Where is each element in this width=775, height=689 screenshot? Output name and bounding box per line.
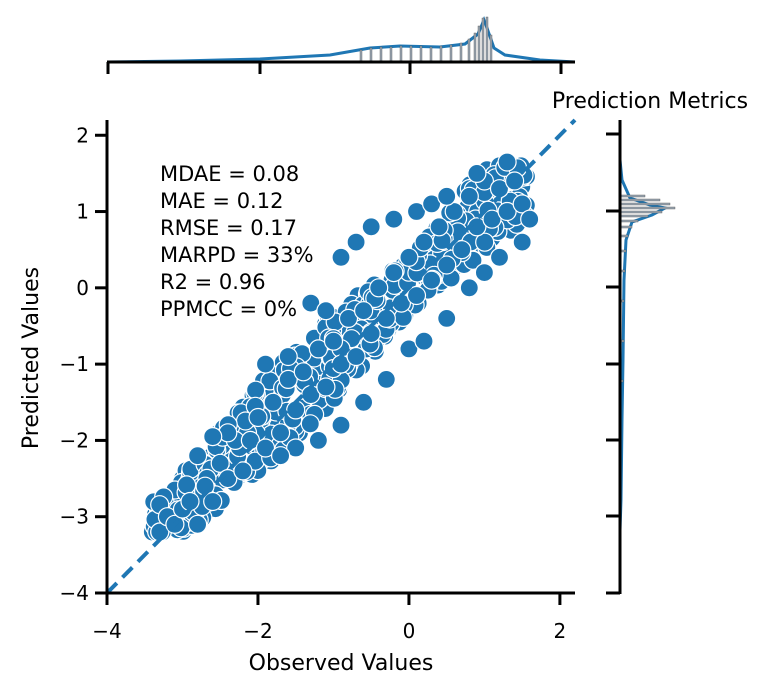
x-ticks: −4 −2 0 2 <box>92 593 566 643</box>
main-plot: −4 −2 0 2 −4 −3 −2 −1 0 1 2 Observed Values Predi… <box>19 89 748 676</box>
scatter-point <box>520 209 540 229</box>
scatter-point <box>399 247 419 267</box>
scatter-point <box>406 201 427 222</box>
scatter-point <box>255 438 276 458</box>
scatter-point <box>188 446 208 466</box>
scatter-point <box>406 285 427 306</box>
scatter-point <box>475 232 495 252</box>
scatter-point <box>437 186 457 206</box>
scatter-point <box>414 331 434 351</box>
scatter-point <box>444 201 464 222</box>
scatter-point <box>271 446 291 466</box>
scatter-point <box>263 392 283 412</box>
scatter-point <box>203 427 223 447</box>
scatter-point <box>354 392 374 412</box>
scatter-point <box>376 369 396 389</box>
scatter-point <box>369 278 389 298</box>
scatter-point <box>489 247 510 267</box>
x-axis-label: Observed Values <box>249 651 434 676</box>
scatter-point <box>459 186 479 206</box>
scatter-point <box>422 194 442 214</box>
scatter-point <box>474 263 494 283</box>
y-axis-label: Predicted Values <box>19 267 44 449</box>
x-tick-label: −4 <box>92 619 121 643</box>
scatter-point <box>293 362 313 382</box>
scatter-point <box>246 380 266 400</box>
x-tick-label: 2 <box>554 619 567 643</box>
scatter-point <box>346 346 366 367</box>
scatter-point <box>437 308 457 328</box>
y-tick-label: −1 <box>60 352 89 376</box>
x-tick-label: −2 <box>243 619 272 643</box>
top-marginal-kde <box>106 15 576 64</box>
scatter-point <box>512 194 532 214</box>
scatter-point <box>331 415 351 435</box>
scatter-point <box>233 461 253 481</box>
scatter-point <box>255 354 276 374</box>
scatter-point <box>188 514 208 534</box>
scatter-point <box>467 163 487 183</box>
scatter-point <box>384 209 404 229</box>
scatter-point <box>482 209 502 229</box>
scatter-point <box>308 430 328 450</box>
scatter-point <box>437 255 457 275</box>
scatter-point <box>414 232 434 252</box>
y-tick-label: 0 <box>76 276 89 300</box>
y-tick-label: 2 <box>76 123 89 147</box>
metric-ppmcc: PPMCC = 0% <box>160 297 297 321</box>
y-tick-label: −4 <box>60 581 89 605</box>
scatter-point <box>384 263 404 283</box>
scatter-point <box>300 414 320 434</box>
scatter-point <box>271 423 291 443</box>
metric-marpd: MARPD = 33% <box>160 243 314 267</box>
scatter-point <box>278 346 298 367</box>
scatter-point <box>429 217 449 237</box>
main-axes <box>105 120 575 595</box>
scatter-point <box>316 377 336 397</box>
scatter-point <box>346 232 366 252</box>
scatter-point <box>316 301 336 321</box>
scatter-points <box>150 152 540 542</box>
metric-rmse: RMSE = 0.17 <box>160 216 297 240</box>
metric-r2: R2 = 0.96 <box>160 270 266 294</box>
scatter-point <box>361 217 381 237</box>
metric-mdae: MDAE = 0.08 <box>160 162 299 186</box>
scatter-point <box>497 201 517 222</box>
scatter-point <box>308 339 328 359</box>
scatter-point <box>354 301 374 321</box>
right-marginal-histogram <box>619 194 676 383</box>
scatter-point <box>497 152 517 172</box>
scatter-point <box>459 278 479 298</box>
top-marginal <box>106 15 576 74</box>
top-marginal-histogram <box>359 16 493 63</box>
y-ticks: −4 −3 −2 −1 0 1 2 <box>60 123 107 605</box>
scatter-point <box>203 491 223 512</box>
scatter-point <box>338 308 359 328</box>
scatter-point <box>177 475 197 495</box>
scatter-point <box>248 407 268 428</box>
identity-line <box>105 118 577 595</box>
y-tick-label: −3 <box>60 505 89 529</box>
scatter-point <box>452 240 472 260</box>
scatter-point <box>301 293 321 313</box>
y-tick-label: −2 <box>60 428 89 452</box>
right-marginal <box>606 120 676 595</box>
scatter-point <box>278 369 298 389</box>
scatter-point <box>331 247 351 267</box>
x-tick-label: 0 <box>403 619 416 643</box>
scatter-point <box>286 438 306 458</box>
metrics-annotation: MDAE = 0.08 MAE = 0.12 RMSE = 0.17 MARPD… <box>160 162 314 321</box>
scatter-point <box>399 339 419 359</box>
chart-title: Prediction Metrics <box>552 89 748 114</box>
scatter-point <box>512 232 532 252</box>
scatter-point <box>323 331 344 351</box>
scatter-point <box>422 270 442 290</box>
metric-mae: MAE = 0.12 <box>160 189 283 213</box>
scatter-point <box>210 453 230 473</box>
y-tick-label: 1 <box>76 200 89 224</box>
